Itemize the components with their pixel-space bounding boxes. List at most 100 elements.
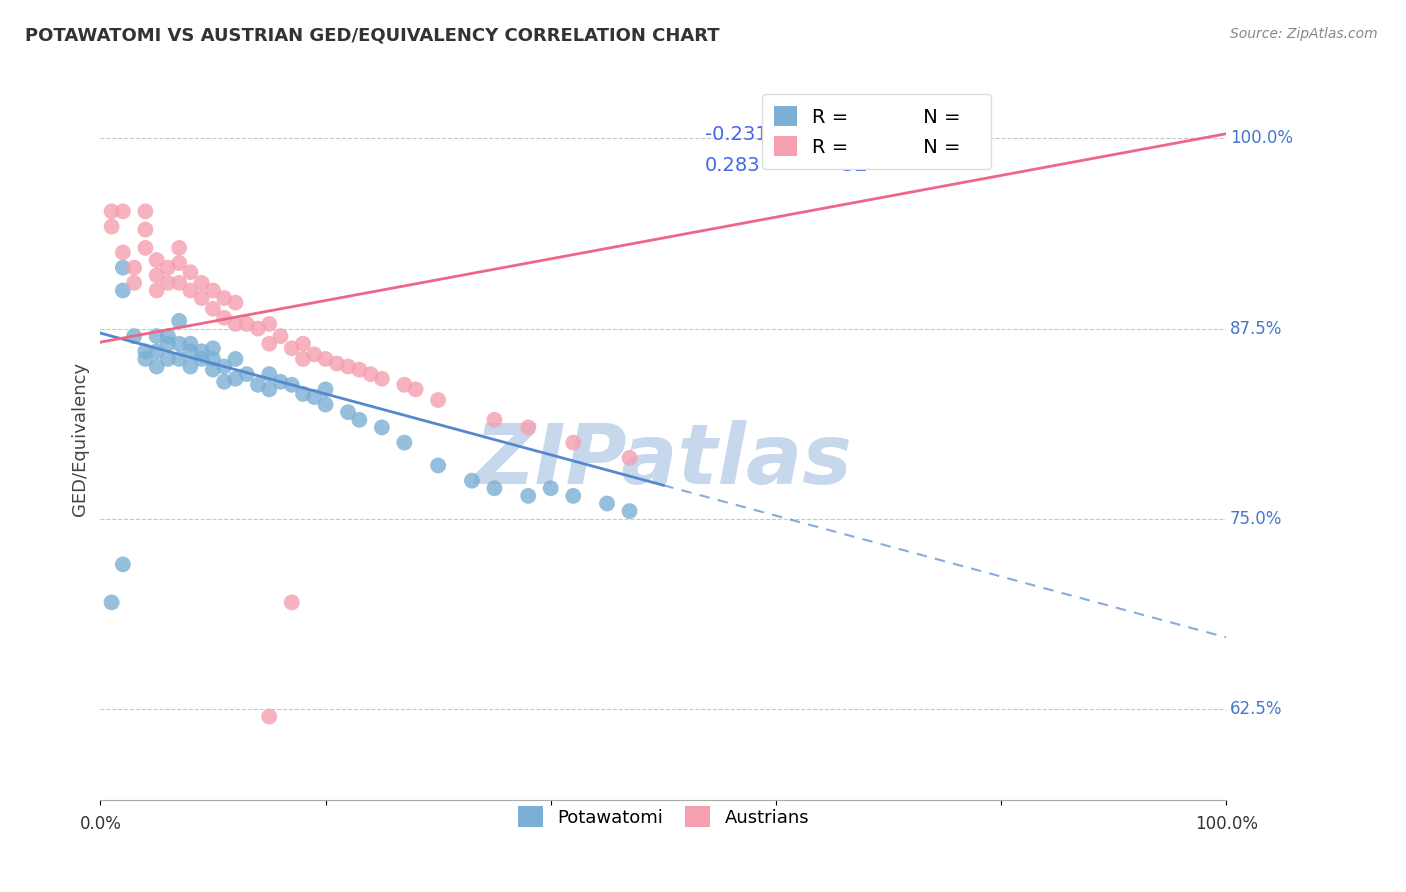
Point bbox=[235, 367, 257, 381]
Point bbox=[326, 357, 349, 371]
Point bbox=[201, 284, 224, 298]
Point bbox=[145, 329, 167, 343]
Y-axis label: GED/Equivalency: GED/Equivalency bbox=[72, 362, 89, 516]
Point bbox=[315, 351, 337, 366]
Point bbox=[156, 276, 179, 290]
Point bbox=[257, 383, 280, 397]
Point bbox=[111, 260, 134, 275]
Text: -0.231: -0.231 bbox=[704, 125, 768, 144]
Point bbox=[201, 351, 224, 366]
Point bbox=[167, 256, 190, 270]
Point bbox=[304, 347, 326, 361]
Point bbox=[394, 435, 416, 450]
Point bbox=[212, 359, 235, 374]
Point bbox=[179, 336, 201, 351]
Point bbox=[257, 317, 280, 331]
Point bbox=[270, 329, 292, 343]
Text: 50: 50 bbox=[841, 125, 868, 144]
Point bbox=[201, 301, 224, 316]
Point bbox=[122, 260, 145, 275]
Point bbox=[134, 204, 156, 219]
Point bbox=[167, 314, 190, 328]
Point bbox=[257, 709, 280, 723]
Point bbox=[281, 377, 304, 392]
Point bbox=[257, 336, 280, 351]
Point bbox=[145, 284, 167, 298]
Point bbox=[281, 595, 304, 609]
Point bbox=[190, 344, 212, 359]
Point bbox=[427, 458, 450, 473]
Point bbox=[122, 276, 145, 290]
Point bbox=[394, 377, 416, 392]
Point bbox=[134, 222, 156, 236]
Point bbox=[156, 260, 179, 275]
Point bbox=[270, 375, 292, 389]
Point bbox=[281, 341, 304, 355]
Point bbox=[562, 489, 585, 503]
Point bbox=[337, 359, 360, 374]
Point bbox=[100, 219, 122, 234]
Point bbox=[179, 284, 201, 298]
Point bbox=[100, 595, 122, 609]
Point bbox=[304, 390, 326, 404]
Text: 100.0%: 100.0% bbox=[1230, 129, 1292, 147]
Point bbox=[179, 265, 201, 279]
Point bbox=[517, 420, 540, 434]
Text: ZIPatlas: ZIPatlas bbox=[474, 420, 852, 501]
Point bbox=[179, 344, 201, 359]
Point bbox=[257, 367, 280, 381]
Point bbox=[224, 295, 246, 310]
Point bbox=[212, 375, 235, 389]
Text: Source: ZipAtlas.com: Source: ZipAtlas.com bbox=[1230, 27, 1378, 41]
Point bbox=[167, 336, 190, 351]
Point bbox=[292, 336, 315, 351]
Point bbox=[246, 321, 269, 335]
Point bbox=[134, 351, 156, 366]
Point bbox=[246, 377, 269, 392]
Point bbox=[100, 204, 122, 219]
Point bbox=[111, 558, 134, 572]
Point bbox=[167, 351, 190, 366]
Point bbox=[111, 245, 134, 260]
Point bbox=[315, 383, 337, 397]
Point bbox=[619, 504, 641, 518]
Point bbox=[122, 329, 145, 343]
Point bbox=[212, 310, 235, 325]
Point bbox=[562, 435, 585, 450]
Point bbox=[145, 268, 167, 283]
Text: 0.283: 0.283 bbox=[704, 156, 761, 175]
Text: 62.5%: 62.5% bbox=[1230, 700, 1282, 718]
Point bbox=[190, 291, 212, 305]
Point bbox=[201, 362, 224, 376]
Legend: Potawatomi, Austrians: Potawatomi, Austrians bbox=[510, 799, 817, 835]
Point bbox=[596, 496, 619, 510]
Point bbox=[235, 317, 257, 331]
Text: 100.0%: 100.0% bbox=[1195, 814, 1258, 832]
Point bbox=[111, 284, 134, 298]
Point bbox=[337, 405, 360, 419]
Point bbox=[540, 481, 562, 495]
Point bbox=[167, 276, 190, 290]
Point bbox=[156, 351, 179, 366]
Point bbox=[145, 359, 167, 374]
Text: 51: 51 bbox=[841, 156, 868, 175]
Point bbox=[190, 276, 212, 290]
Point bbox=[145, 253, 167, 268]
Text: 0.0%: 0.0% bbox=[79, 814, 121, 832]
Text: 75.0%: 75.0% bbox=[1230, 509, 1282, 528]
Point bbox=[224, 317, 246, 331]
Point bbox=[134, 241, 156, 255]
Point bbox=[156, 336, 179, 351]
Point bbox=[156, 329, 179, 343]
Point bbox=[517, 489, 540, 503]
Point bbox=[179, 359, 201, 374]
Point bbox=[461, 474, 484, 488]
Point bbox=[212, 291, 235, 305]
Text: 87.5%: 87.5% bbox=[1230, 319, 1282, 337]
Point bbox=[292, 351, 315, 366]
Point bbox=[371, 420, 394, 434]
Point bbox=[619, 450, 641, 465]
Point bbox=[167, 241, 190, 255]
Point bbox=[292, 387, 315, 401]
Point bbox=[349, 362, 371, 376]
